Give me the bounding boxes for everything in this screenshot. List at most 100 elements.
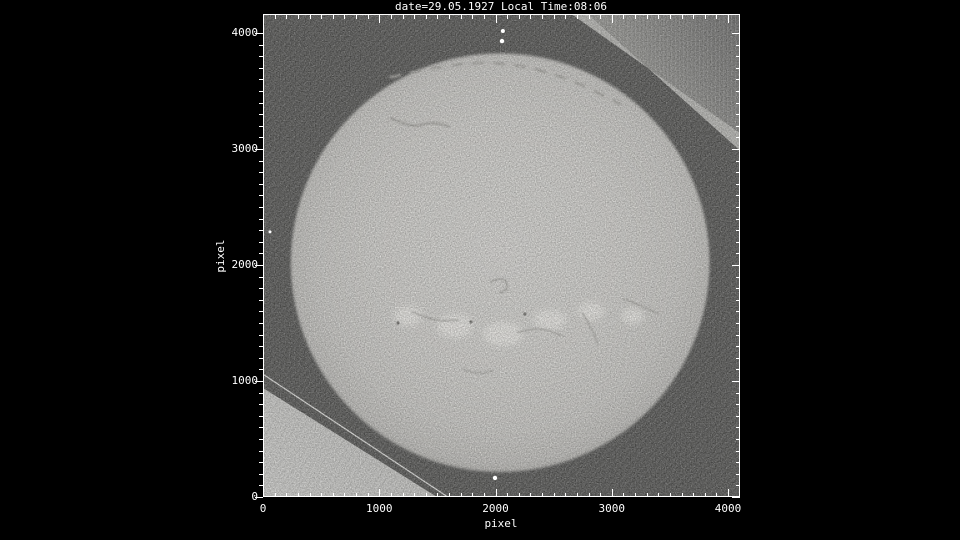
x-minor-tick-top	[484, 15, 485, 19]
x-minor-tick	[286, 493, 287, 497]
y-minor-tick	[259, 45, 263, 46]
x-tick-label: 4000	[714, 502, 742, 515]
x-minor-tick-top	[519, 15, 520, 19]
x-minor-tick	[484, 493, 485, 497]
y-major-tick	[255, 265, 263, 266]
y-minor-tick-right	[736, 439, 740, 440]
y-minor-tick	[259, 56, 263, 57]
y-tick-label: 2000	[231, 258, 259, 271]
y-major-tick-right	[732, 265, 740, 266]
y-minor-tick-right	[736, 416, 740, 417]
y-minor-tick	[259, 439, 263, 440]
x-minor-tick	[716, 493, 717, 497]
y-minor-tick-right	[736, 462, 740, 463]
x-minor-tick	[507, 493, 508, 497]
y-major-tick	[255, 381, 263, 382]
x-minor-tick-top	[635, 15, 636, 19]
y-minor-tick	[259, 103, 263, 104]
y-minor-tick-right	[736, 369, 740, 370]
x-minor-tick	[589, 493, 590, 497]
x-major-tick-top	[263, 15, 264, 23]
plot-frame	[263, 14, 740, 497]
y-minor-tick	[259, 114, 263, 115]
y-minor-tick-right	[736, 335, 740, 336]
x-minor-tick-top	[333, 15, 334, 19]
y-minor-tick-right	[736, 114, 740, 115]
x-major-tick-top	[496, 15, 497, 23]
x-minor-tick	[356, 493, 357, 497]
y-minor-tick-right	[736, 358, 740, 359]
y-minor-tick-right	[736, 277, 740, 278]
x-minor-tick	[705, 493, 706, 497]
x-minor-tick-top	[670, 15, 671, 19]
film-grain-texture	[263, 14, 740, 497]
x-tick-label: 2000	[482, 502, 509, 515]
y-minor-tick-right	[736, 485, 740, 486]
x-minor-tick-top	[647, 15, 648, 19]
x-major-tick-top	[612, 15, 613, 23]
y-major-tick	[255, 149, 263, 150]
x-minor-tick-top	[356, 15, 357, 19]
y-minor-tick	[259, 323, 263, 324]
plot-title: date=29.05.1927 Local Time:08:06	[395, 0, 607, 13]
y-minor-tick	[259, 195, 263, 196]
x-minor-tick	[368, 493, 369, 497]
x-minor-tick-top	[542, 15, 543, 19]
x-minor-tick-top	[623, 15, 624, 19]
y-minor-tick-right	[736, 300, 740, 301]
y-minor-tick-right	[736, 172, 740, 173]
y-minor-tick-right	[736, 126, 740, 127]
y-minor-tick	[259, 172, 263, 173]
y-minor-tick	[259, 184, 263, 185]
y-minor-tick	[259, 91, 263, 92]
y-minor-tick-right	[736, 288, 740, 289]
x-minor-tick	[333, 493, 334, 497]
y-minor-tick	[259, 277, 263, 278]
y-minor-tick	[259, 311, 263, 312]
y-minor-tick-right	[736, 230, 740, 231]
white-speck	[268, 230, 272, 234]
x-minor-tick	[693, 493, 694, 497]
y-minor-tick	[259, 358, 263, 359]
x-minor-tick-top	[716, 15, 717, 19]
x-minor-tick	[298, 493, 299, 497]
y-major-tick	[255, 33, 263, 34]
x-minor-tick-top	[682, 15, 683, 19]
x-minor-tick	[344, 493, 345, 497]
y-minor-tick	[259, 346, 263, 347]
x-major-tick	[263, 489, 264, 497]
x-major-tick-top	[728, 15, 729, 23]
x-major-tick	[612, 489, 613, 497]
x-tick-label: 1000	[366, 502, 393, 515]
y-minor-tick-right	[736, 404, 740, 405]
y-minor-tick	[259, 137, 263, 138]
y-minor-tick	[259, 207, 263, 208]
y-minor-tick-right	[736, 195, 740, 196]
y-minor-tick-right	[736, 103, 740, 104]
x-minor-tick	[600, 493, 601, 497]
x-minor-tick	[321, 493, 322, 497]
y-minor-tick	[259, 335, 263, 336]
x-minor-tick	[647, 493, 648, 497]
white-speck	[492, 475, 498, 481]
x-minor-tick-top	[554, 15, 555, 19]
x-minor-tick-top	[275, 15, 276, 19]
x-minor-tick-top	[414, 15, 415, 19]
x-minor-tick-top	[368, 15, 369, 19]
x-minor-tick-top	[403, 15, 404, 19]
x-major-tick-top	[379, 15, 380, 23]
x-minor-tick	[461, 493, 462, 497]
y-minor-tick-right	[736, 91, 740, 92]
y-minor-tick-right	[736, 137, 740, 138]
y-minor-tick-right	[736, 56, 740, 57]
x-minor-tick-top	[658, 15, 659, 19]
x-major-tick	[496, 489, 497, 497]
y-minor-tick	[259, 427, 263, 428]
y-minor-tick-right	[736, 161, 740, 162]
y-minor-tick-right	[736, 68, 740, 69]
x-minor-tick	[519, 493, 520, 497]
y-minor-tick	[259, 219, 263, 220]
x-major-tick	[728, 489, 729, 497]
y-minor-tick-right	[736, 184, 740, 185]
